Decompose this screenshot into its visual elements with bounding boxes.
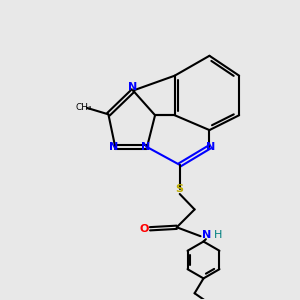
Text: N: N: [206, 142, 216, 152]
Text: CH₃: CH₃: [76, 103, 92, 112]
Text: H: H: [214, 230, 223, 240]
Text: N: N: [202, 230, 212, 240]
Text: N: N: [141, 142, 150, 152]
Text: S: S: [176, 184, 184, 194]
Text: O: O: [140, 224, 149, 234]
Text: N: N: [109, 142, 119, 152]
Text: N: N: [128, 82, 138, 92]
